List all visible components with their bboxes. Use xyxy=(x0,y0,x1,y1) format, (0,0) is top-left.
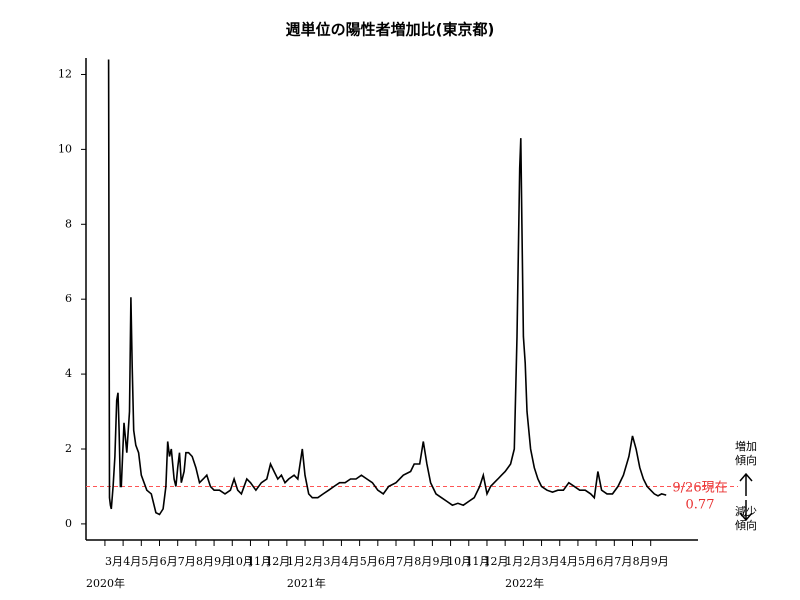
x-tick-label: 7月 xyxy=(178,555,196,568)
x-tick-label: 5月 xyxy=(578,555,596,568)
x-tick-label: 3月 xyxy=(323,555,341,568)
x-tick-label: 5月 xyxy=(360,555,378,568)
down-label: 減少 xyxy=(735,504,757,518)
x-tick-label: 11月 xyxy=(465,555,490,568)
x-tick-label: 6月 xyxy=(160,555,178,568)
x-tick-label: 3月 xyxy=(542,555,560,568)
x-tick-label: 6月 xyxy=(596,555,614,568)
current-value: 0.77 xyxy=(686,498,715,513)
x-tick-label: 4月 xyxy=(560,555,578,568)
y-tick-label: 2 xyxy=(65,442,72,455)
x-tick-label: 3月 xyxy=(105,555,123,568)
x-tick-label: 8月 xyxy=(633,555,651,568)
y-tick-label: 10 xyxy=(58,142,72,155)
x-tick-label: 10月 xyxy=(447,555,472,568)
x-tick-label: 7月 xyxy=(614,555,632,568)
x-tick-label: 8月 xyxy=(196,555,214,568)
y-tick-label: 0 xyxy=(65,517,72,530)
x-tick-label: 9月 xyxy=(651,555,669,568)
up-label: 傾向 xyxy=(735,453,757,467)
x-tick-label: 9月 xyxy=(214,555,232,568)
y-tick-label: 4 xyxy=(65,367,72,380)
x-tick-label: 10月 xyxy=(229,555,254,568)
down-label: 傾向 xyxy=(735,518,757,532)
year-label: 2021年 xyxy=(287,576,326,590)
current-date: 9/26現在 xyxy=(672,481,727,496)
x-tick-label: 6月 xyxy=(378,555,396,568)
x-tick-label: 4月 xyxy=(342,555,360,568)
year-label: 2020年 xyxy=(86,576,125,590)
chart-title: 週単位の陽性者増加比(東京都) xyxy=(286,21,495,39)
data-line xyxy=(107,59,667,516)
x-tick-label: 1月 xyxy=(505,555,523,568)
x-tick-label: 5月 xyxy=(141,555,159,568)
arrows xyxy=(739,472,753,522)
y-tick-label: 12 xyxy=(58,67,72,80)
x-tick-label: 9月 xyxy=(432,555,450,568)
x-tick-label: 8月 xyxy=(414,555,432,568)
x-tick-label: 7月 xyxy=(396,555,414,568)
y-tick-label: 8 xyxy=(65,217,72,230)
x-tick-label: 2月 xyxy=(305,555,323,568)
x-tick-label: 2月 xyxy=(523,555,541,568)
x-tick-label: 4月 xyxy=(123,555,141,568)
x-tick-label: 12月 xyxy=(484,555,509,568)
x-tick-label: 12月 xyxy=(265,555,290,568)
year-label: 2022年 xyxy=(505,576,544,590)
x-tick-label: 1月 xyxy=(287,555,305,568)
up-label: 増加 xyxy=(735,440,757,453)
y-tick-label: 6 xyxy=(65,292,72,305)
x-tick-label: 11月 xyxy=(247,555,272,568)
